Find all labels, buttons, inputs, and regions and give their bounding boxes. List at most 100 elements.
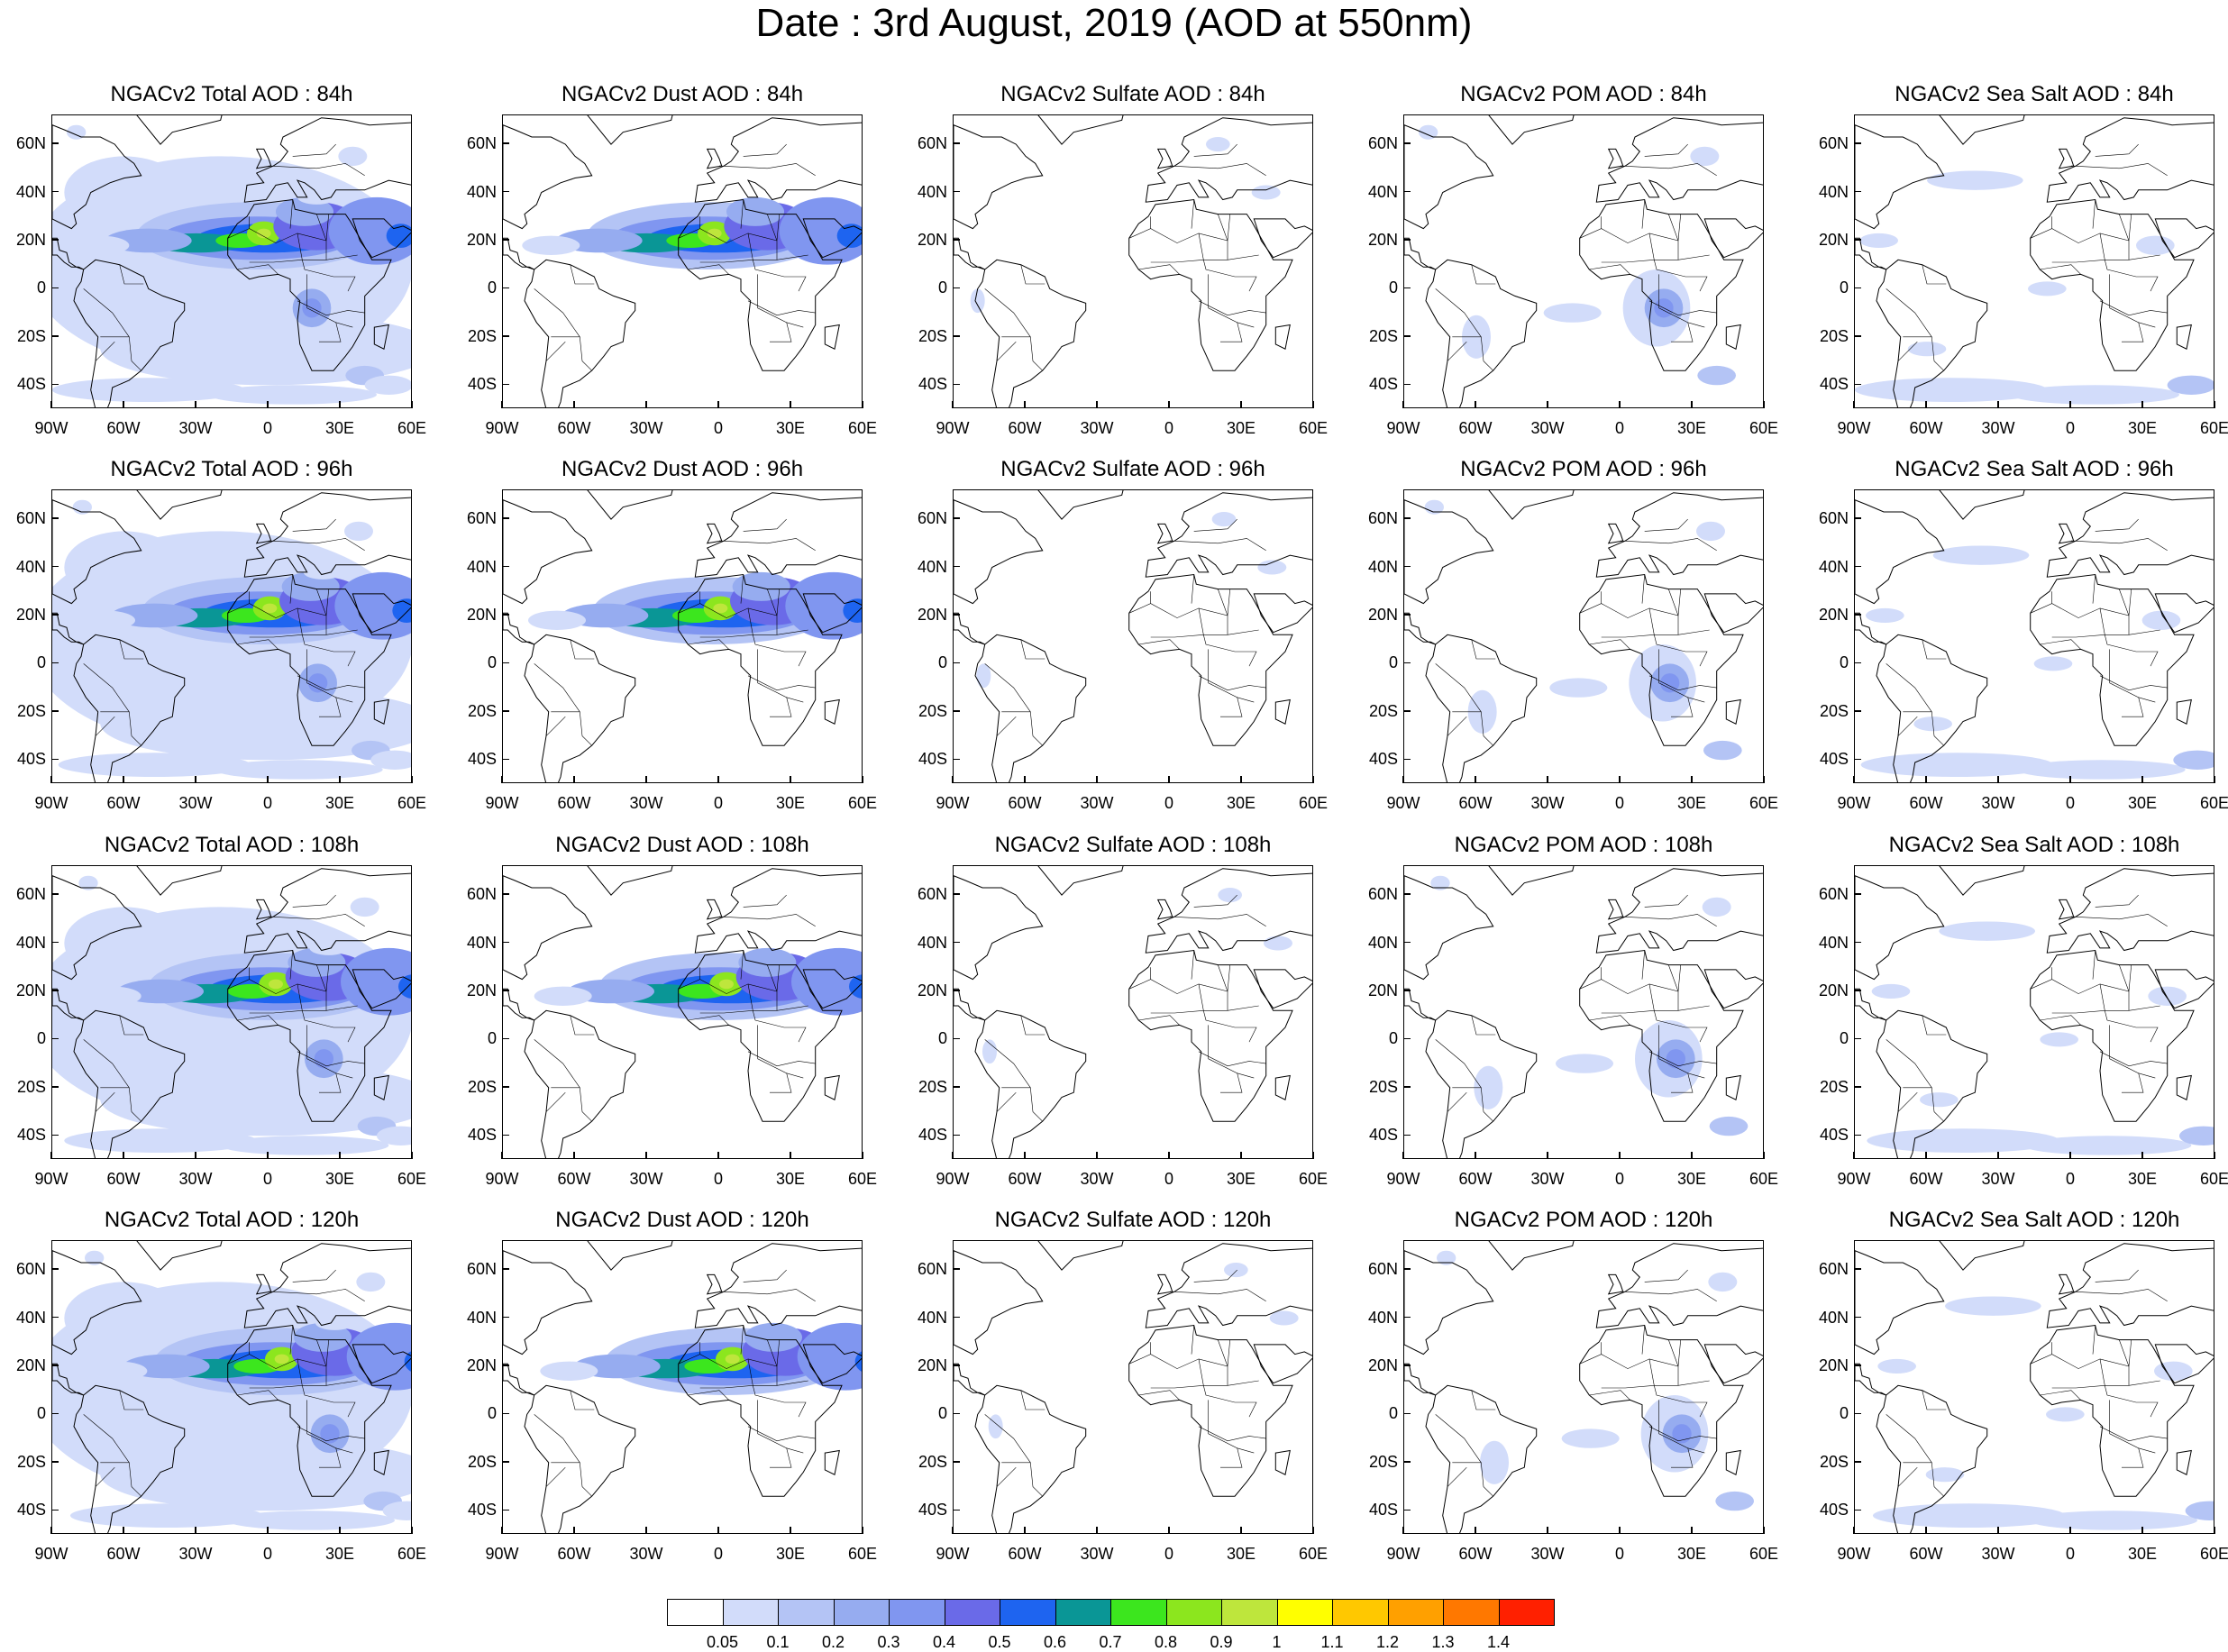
aod-plume bbox=[79, 571, 109, 587]
map-frame bbox=[51, 865, 412, 1159]
aod-plume bbox=[1666, 1049, 1685, 1069]
lon-tick-mark bbox=[1096, 1152, 1098, 1159]
lat-tick-mark bbox=[1854, 190, 1861, 193]
coastline-southAmerica bbox=[524, 259, 636, 407]
lat-tick-label: 20S bbox=[1368, 1077, 1398, 1096]
coastline-arabia bbox=[1253, 1344, 1312, 1384]
lon-tick-mark bbox=[1240, 1527, 1242, 1534]
lon-tick-label: 60W bbox=[1008, 1170, 1042, 1188]
lat-tick-label: 20S bbox=[1819, 326, 1849, 345]
country-border bbox=[83, 1414, 130, 1463]
lat-tick-label: 40S bbox=[16, 1126, 46, 1145]
country-border bbox=[1435, 1039, 1482, 1088]
coastline-greenland bbox=[1939, 1241, 2025, 1271]
lat-tick-mark bbox=[51, 287, 59, 289]
lon-tick-mark bbox=[1168, 1152, 1170, 1159]
country-border bbox=[2138, 1447, 2156, 1454]
aod-plume bbox=[85, 1250, 105, 1265]
country-border bbox=[776, 1380, 808, 1386]
coastline-madagascar bbox=[1274, 698, 1291, 725]
coastline-madagascar bbox=[824, 698, 840, 725]
lon-tick-mark bbox=[1312, 1152, 1314, 1159]
lon-tick-mark bbox=[862, 776, 863, 783]
coastline-centralAm bbox=[503, 1363, 534, 1396]
lon-tick-mark bbox=[1096, 1527, 1098, 1534]
lat-tick-mark bbox=[502, 614, 509, 616]
aod-plume bbox=[2033, 656, 2073, 671]
aod-plume bbox=[1939, 921, 2035, 941]
country-border bbox=[747, 607, 807, 667]
coastline-centralAm bbox=[954, 988, 985, 1021]
aod-plume bbox=[78, 610, 135, 630]
aod-plume bbox=[274, 1354, 289, 1364]
lon-tick-mark bbox=[2214, 1527, 2215, 1534]
lon-tick-label: 90W bbox=[34, 419, 68, 437]
country-border bbox=[1644, 143, 1688, 157]
country-border bbox=[984, 1039, 1031, 1088]
panel-title: NGACv2 Dust AOD : 84h bbox=[561, 82, 804, 106]
coastline-centralAm bbox=[503, 988, 534, 1021]
aod-plume bbox=[785, 571, 862, 640]
lat-tick-label: 40S bbox=[1819, 1126, 1849, 1145]
aod-plume bbox=[64, 907, 185, 980]
lon-tick-label: 0 bbox=[1614, 794, 1624, 812]
country-border bbox=[551, 1087, 592, 1122]
lat-tick-mark bbox=[51, 190, 59, 193]
lat-tick-label: 60N bbox=[1818, 134, 1849, 153]
lon-tick-label: 60E bbox=[397, 794, 427, 812]
aod-plume bbox=[269, 979, 283, 990]
country-border bbox=[534, 1039, 580, 1088]
country-border bbox=[1641, 1325, 1645, 1355]
country-border bbox=[1191, 1325, 1194, 1355]
lon-tick-mark bbox=[1763, 1152, 1765, 1159]
country-border bbox=[1198, 233, 1257, 292]
lat-tick-mark bbox=[51, 1037, 59, 1040]
aod-plume bbox=[2046, 1407, 2085, 1422]
lon-tick-mark bbox=[123, 401, 124, 408]
lat-tick-mark bbox=[1854, 710, 1861, 712]
lat-tick-mark bbox=[1854, 1086, 1861, 1088]
lat-tick-label: 0 bbox=[937, 278, 947, 297]
coastline-europe bbox=[243, 1243, 411, 1328]
country-border bbox=[1648, 983, 1708, 1043]
lon-tick-mark bbox=[1619, 776, 1621, 783]
country-border bbox=[268, 163, 365, 177]
country-border bbox=[1620, 163, 1717, 177]
aod-plume bbox=[350, 897, 379, 917]
lat-tick-label: 20S bbox=[16, 1452, 46, 1471]
coastline-madagascar bbox=[824, 324, 840, 350]
lat-tick-label: 60N bbox=[1818, 509, 1849, 528]
lon-tick-mark bbox=[1853, 776, 1855, 783]
country-border bbox=[743, 1269, 787, 1282]
lat-tick-mark bbox=[51, 142, 59, 144]
country-border bbox=[534, 663, 580, 712]
panel-title: NGACv2 Sulfate AOD : 120h bbox=[994, 1208, 1272, 1232]
country-border bbox=[776, 1339, 780, 1367]
country-border bbox=[1579, 603, 1679, 638]
colorbar-swatch bbox=[1332, 1599, 1389, 1626]
lon-tick-label: 30W bbox=[178, 419, 213, 437]
aod-plume bbox=[309, 940, 348, 955]
country-border bbox=[1237, 1447, 1255, 1454]
lat-tick-label: 40N bbox=[15, 933, 46, 952]
coastline-africa bbox=[1128, 1324, 1293, 1497]
lat-tick-mark bbox=[953, 383, 960, 386]
lat-tick-label: 40S bbox=[1368, 1501, 1398, 1520]
lat-tick-label: 60N bbox=[1367, 134, 1398, 153]
aod-plume bbox=[83, 986, 142, 1006]
country-border bbox=[1208, 1025, 1243, 1093]
lon-tick-label: 0 bbox=[2065, 419, 2075, 437]
coastline-madagascar bbox=[2176, 698, 2192, 725]
lon-tick-mark bbox=[790, 1152, 791, 1159]
lat-tick-label: 20N bbox=[466, 605, 497, 624]
lon-tick-mark bbox=[339, 1152, 341, 1159]
lat-tick-label: 60N bbox=[1818, 885, 1849, 904]
lat-tick-label: 0 bbox=[487, 278, 497, 297]
lon-tick-label: 30E bbox=[1676, 794, 1707, 812]
lon-tick-label: 30E bbox=[324, 419, 355, 437]
lat-tick-label: 20S bbox=[467, 701, 497, 720]
lat-tick-mark bbox=[1403, 758, 1411, 761]
coastline-southAmerica bbox=[73, 259, 186, 407]
lat-tick-mark bbox=[51, 1086, 59, 1088]
aod-plume bbox=[288, 947, 346, 977]
